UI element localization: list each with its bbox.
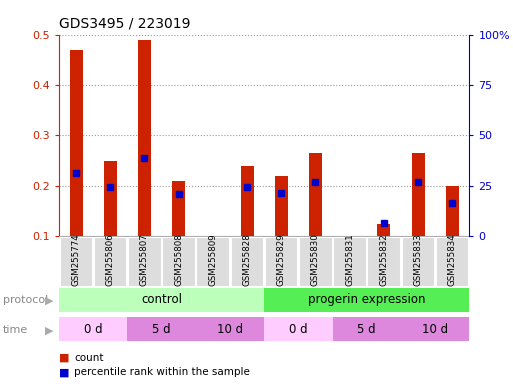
Text: GSM255834: GSM255834 [448,234,457,286]
Text: ▶: ▶ [45,325,53,335]
Text: ▶: ▶ [45,295,53,305]
Bar [401,318,469,341]
Text: protocol: protocol [3,295,48,305]
Text: 0 d: 0 d [289,323,308,336]
Text: GSM255808: GSM255808 [174,234,183,286]
Bar [264,318,332,341]
Bar [128,237,161,286]
Bar [411,153,425,236]
Text: percentile rank within the sample: percentile rank within the sample [74,367,250,377]
Bar [104,161,117,236]
Bar [241,166,253,236]
Text: GSM255830: GSM255830 [311,234,320,286]
Text: GSM255829: GSM255829 [277,234,286,286]
Text: 10 d: 10 d [422,323,448,336]
Text: ■: ■ [59,367,69,377]
Text: 10 d: 10 d [217,323,243,336]
Bar [162,237,195,286]
Text: GDS3495 / 223019: GDS3495 / 223019 [59,17,190,31]
Text: GSM255833: GSM255833 [413,234,423,286]
Bar [332,318,401,341]
Bar [172,181,185,236]
Bar [275,176,288,236]
Text: progerin expression: progerin expression [308,293,426,306]
Bar [378,223,390,236]
Bar [138,40,151,236]
Bar [265,237,298,286]
Bar [309,153,322,236]
Text: GSM255807: GSM255807 [140,234,149,286]
Bar [367,237,400,286]
Bar [196,318,264,341]
Text: time: time [3,325,28,335]
Bar [127,318,196,341]
Text: GSM255809: GSM255809 [208,234,218,286]
Bar [264,288,469,312]
Bar [446,186,459,236]
Bar [299,237,331,286]
Text: GSM255828: GSM255828 [243,234,251,286]
Text: GSM255774: GSM255774 [72,234,81,286]
Bar [70,50,83,236]
Bar [333,237,366,286]
Bar [402,237,434,286]
Text: GSM255832: GSM255832 [380,234,388,286]
Text: count: count [74,353,104,363]
Bar [436,237,468,286]
Text: 0 d: 0 d [84,323,103,336]
Text: 5 d: 5 d [152,323,171,336]
Bar [59,288,264,312]
Text: 5 d: 5 d [358,323,376,336]
Bar [231,237,263,286]
Bar [59,318,127,341]
Bar [196,237,229,286]
Bar [60,237,92,286]
Text: control: control [141,293,182,306]
Text: ■: ■ [59,353,69,363]
Text: GSM255831: GSM255831 [345,234,354,286]
Bar [94,237,126,286]
Text: GSM255806: GSM255806 [106,234,115,286]
